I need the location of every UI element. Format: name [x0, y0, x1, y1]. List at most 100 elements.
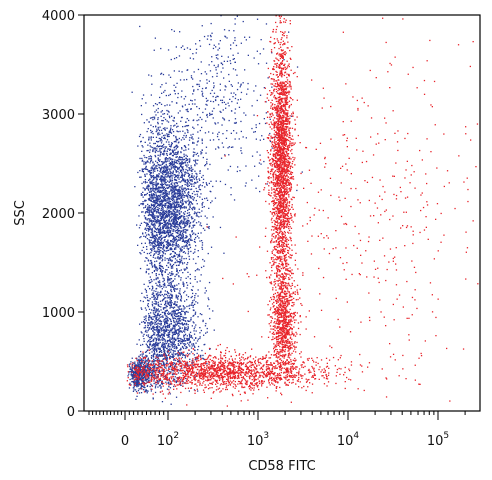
data-point [162, 325, 165, 327]
data-point [174, 324, 176, 327]
data-point [139, 359, 141, 362]
data-point [167, 369, 169, 372]
data-point [158, 331, 160, 333]
data-point [169, 222, 171, 224]
data-point [177, 340, 179, 343]
data-point [188, 208, 190, 210]
data-point [199, 129, 201, 132]
data-point [187, 327, 189, 329]
data-point [175, 380, 177, 382]
data-point [143, 365, 145, 367]
data-point [194, 219, 196, 221]
data-point [144, 168, 146, 170]
data-point [158, 320, 160, 322]
data-point [147, 149, 149, 152]
data-point [230, 84, 232, 86]
data-point [161, 182, 163, 185]
data-point [181, 255, 183, 258]
data-point [159, 294, 162, 296]
data-point [162, 334, 164, 336]
data-point [168, 202, 170, 204]
data-point [251, 127, 253, 130]
data-point [189, 358, 191, 360]
data-point [156, 210, 158, 213]
data-point [177, 239, 179, 241]
data-point [170, 247, 172, 249]
data-point [171, 337, 173, 339]
data-point [143, 333, 145, 336]
data-point [180, 279, 182, 281]
data-point [171, 197, 174, 199]
data-point [171, 199, 174, 202]
data-point [155, 277, 157, 279]
data-point [191, 137, 193, 139]
data-point [142, 233, 144, 235]
data-point [173, 236, 175, 238]
data-point [166, 231, 168, 233]
data-point [191, 343, 193, 345]
data-point [146, 392, 148, 394]
data-point [141, 308, 143, 310]
data-point [131, 381, 133, 383]
data-point [157, 238, 159, 240]
data-point [184, 313, 186, 316]
data-point [159, 221, 161, 223]
data-point [154, 260, 156, 263]
data-point [133, 385, 136, 387]
data-point [182, 263, 184, 265]
data-point [161, 237, 163, 239]
data-point [150, 210, 152, 212]
data-point [152, 322, 154, 324]
data-point [235, 44, 238, 47]
data-point [180, 215, 182, 218]
data-point [146, 252, 149, 255]
data-point [158, 175, 160, 178]
data-point [186, 78, 188, 81]
data-point [188, 307, 191, 310]
data-point [169, 200, 172, 203]
data-point [148, 280, 150, 282]
data-point [172, 225, 174, 228]
data-point [158, 137, 160, 140]
data-point [167, 175, 169, 177]
data-point [151, 198, 153, 200]
data-point [153, 182, 155, 184]
data-point [163, 216, 165, 218]
data-point [180, 296, 182, 298]
data-point [165, 215, 167, 217]
data-point [164, 363, 166, 365]
data-point [146, 208, 148, 211]
data-point [155, 167, 157, 169]
data-point [140, 376, 142, 378]
data-point [147, 378, 149, 380]
data-point [230, 187, 232, 189]
data-point [201, 138, 203, 140]
data-point [160, 190, 162, 192]
data-point [168, 339, 171, 341]
data-point [199, 211, 201, 214]
data-point [152, 193, 155, 196]
data-point [149, 170, 151, 172]
data-point [271, 52, 273, 54]
data-point [148, 268, 150, 270]
data-point [155, 238, 157, 240]
data-point [159, 327, 161, 329]
data-point [195, 245, 197, 247]
data-point [156, 183, 158, 185]
data-point [138, 365, 140, 367]
data-point [158, 266, 161, 268]
data-point [177, 369, 179, 372]
data-point [162, 210, 164, 213]
data-point [158, 385, 161, 387]
data-point [170, 193, 173, 195]
data-point [148, 239, 150, 241]
data-point [132, 376, 134, 378]
data-point [160, 148, 162, 150]
data-point [178, 70, 180, 72]
data-point [182, 352, 184, 354]
data-point [166, 166, 168, 168]
data-point [160, 103, 163, 105]
data-point [217, 146, 219, 148]
data-point [187, 253, 189, 255]
data-point [157, 128, 160, 130]
